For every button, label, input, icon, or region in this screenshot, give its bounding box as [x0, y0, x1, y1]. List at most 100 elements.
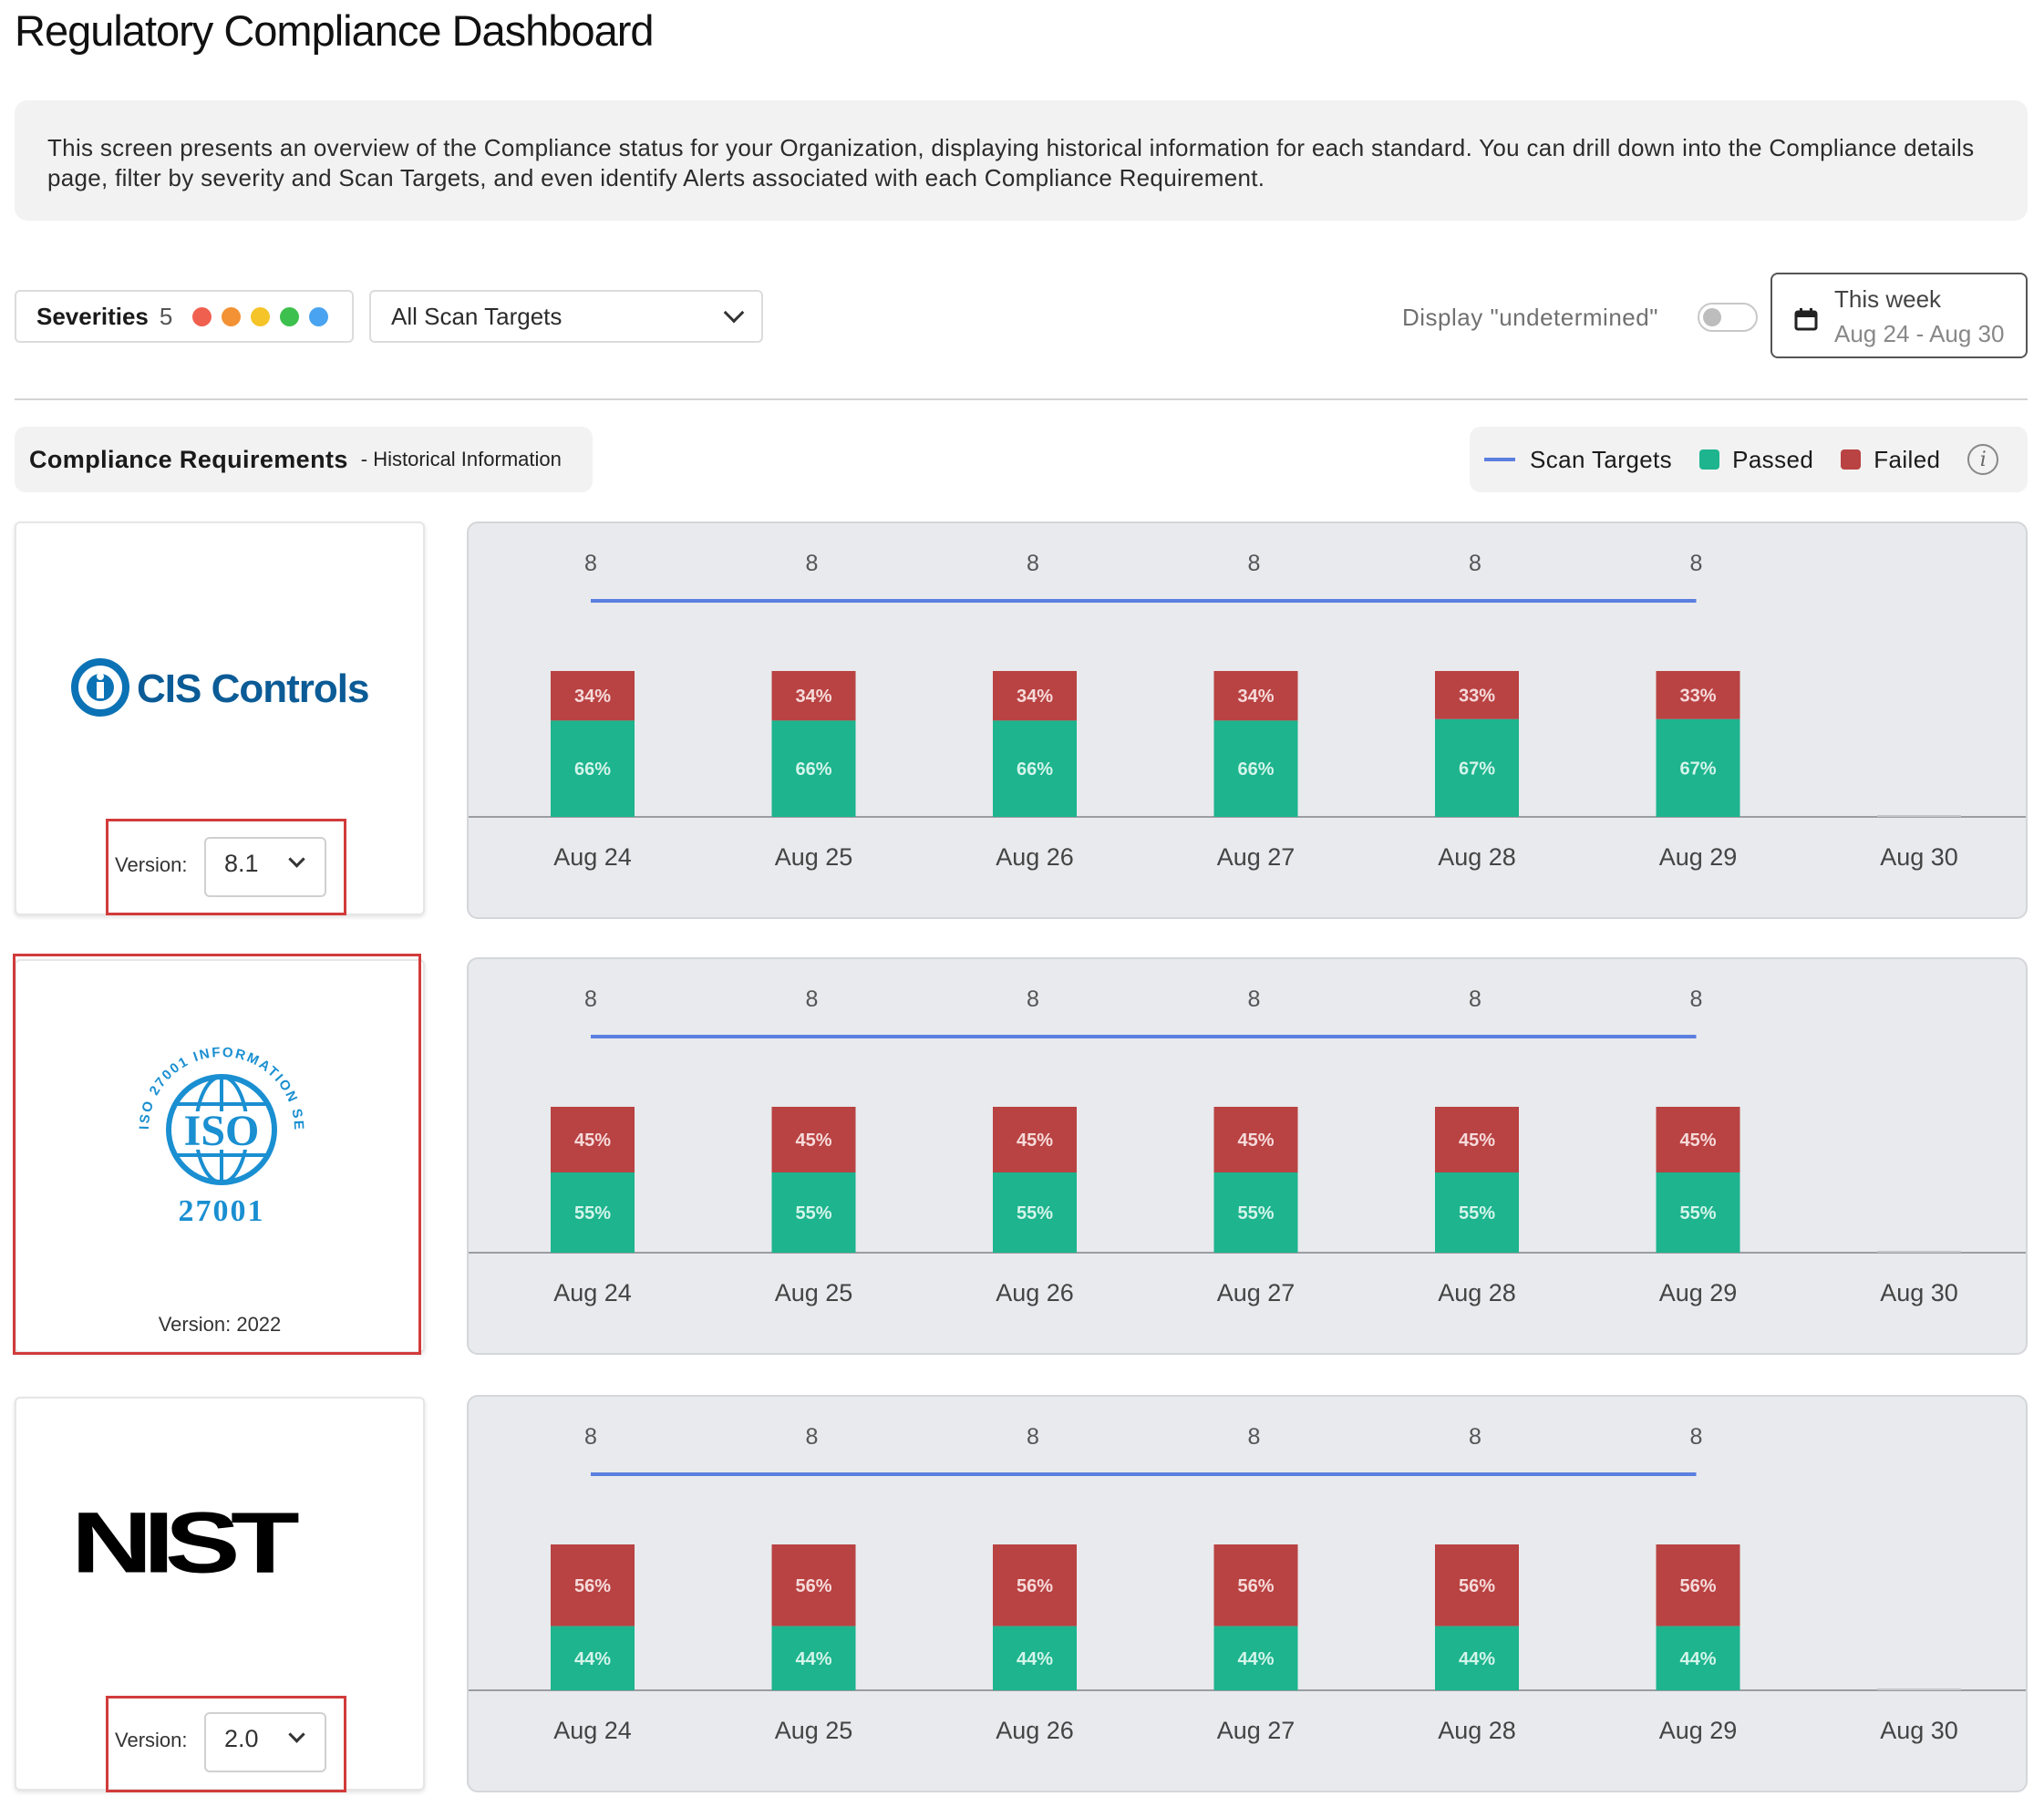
passed-label: 55%: [574, 1203, 611, 1224]
passed-bar[interactable]: [1435, 1626, 1519, 1690]
failed-label: 56%: [795, 1576, 831, 1596]
version-select[interactable]: 8.1: [204, 837, 326, 897]
passed-bar[interactable]: [771, 1172, 856, 1253]
legend-failed: Failed: [1841, 446, 1940, 474]
failed-bar[interactable]: [771, 1107, 856, 1172]
passed-bar[interactable]: [1213, 720, 1298, 817]
scan-target-count: 8: [806, 986, 819, 1012]
failed-label: 56%: [1459, 1576, 1495, 1596]
x-tick-label: Aug 28: [1438, 1717, 1516, 1744]
passed-bar[interactable]: [993, 1626, 1077, 1690]
failed-bar[interactable]: [551, 1544, 635, 1626]
scan-target-count: 8: [1248, 551, 1261, 576]
chart-legend: Scan Targets Passed Failed i: [1470, 427, 2028, 492]
standard-card-nist[interactable]: NIST Version: 2.0: [15, 1397, 425, 1792]
standard-card-cis[interactable]: CIS Controls Version: 8.1: [15, 521, 425, 915]
failed-bar[interactable]: [771, 1544, 856, 1626]
passed-bar[interactable]: [993, 720, 1077, 817]
passed-label: 55%: [1017, 1203, 1053, 1224]
scan-target-count: 8: [806, 1424, 819, 1450]
date-range-button[interactable]: This week Aug 24 - Aug 30: [1770, 273, 2028, 358]
failed-bar[interactable]: [1656, 671, 1740, 719]
toggle-knob: [1703, 308, 1721, 326]
failed-bar[interactable]: [1435, 671, 1519, 719]
passed-bar[interactable]: [771, 720, 856, 817]
failed-label: 45%: [1017, 1131, 1053, 1151]
card-highlight: [13, 954, 421, 1355]
failed-label: 56%: [1237, 1576, 1274, 1596]
failed-bar[interactable]: [993, 1107, 1077, 1172]
passed-bar[interactable]: [771, 1626, 856, 1690]
failed-label: 45%: [1459, 1131, 1495, 1151]
failed-bar[interactable]: [1656, 1544, 1740, 1626]
severity-dots: [192, 306, 338, 326]
failed-bar[interactable]: [771, 671, 856, 721]
severities-filter[interactable]: Severities 5: [15, 290, 354, 343]
scan-target-count: 8: [584, 1424, 597, 1450]
undetermined-toggle[interactable]: [1698, 303, 1758, 332]
scan-targets-select[interactable]: All Scan Targets: [369, 290, 763, 343]
passed-bar[interactable]: [1656, 718, 1740, 817]
passed-bar[interactable]: [1213, 1172, 1298, 1253]
passed-bar[interactable]: [551, 1172, 635, 1253]
failed-bar[interactable]: [1656, 1107, 1740, 1172]
intro-panel: This screen presents an overview of the …: [15, 100, 2028, 221]
passed-bar[interactable]: [551, 1626, 635, 1690]
cis-controls-logo: CIS Controls: [71, 658, 369, 717]
scan-target-count: 8: [806, 551, 819, 576]
failed-bar[interactable]: [1435, 1544, 1519, 1626]
date-range-value: Aug 24 - Aug 30: [1834, 320, 2005, 347]
standard-card-iso[interactable]: ISO 27001 INFORMATION SECURITY ISO 27001…: [15, 959, 425, 1353]
passed-label: 66%: [1017, 759, 1053, 780]
passed-bar[interactable]: [1435, 718, 1519, 817]
failed-label: 45%: [1237, 1131, 1274, 1151]
passed-bar[interactable]: [1213, 1626, 1298, 1690]
chevron-down-icon: [723, 302, 745, 324]
section-title: Compliance Requirements: [29, 445, 348, 473]
passed-label: 66%: [574, 759, 611, 780]
undetermined-label: Display "undetermined": [1402, 304, 1658, 331]
x-tick-label: Aug 28: [1438, 843, 1516, 871]
scan-target-count: 8: [1469, 551, 1481, 576]
chart-svg: 8 45% 55% Aug 24 8 45% 55% Aug 25 8 45% 55% Aug 26 8…: [469, 986, 2026, 1306]
legend-line-swatch: [1484, 458, 1515, 461]
failed-bar[interactable]: [993, 1544, 1077, 1626]
nist-logo-text: NIST: [71, 1508, 299, 1591]
failed-bar[interactable]: [551, 671, 635, 721]
x-tick-label: Aug 24: [553, 1279, 632, 1306]
iso-number-text: 27001: [179, 1194, 265, 1228]
version-select[interactable]: 2.0: [204, 1712, 326, 1772]
version-label: Version:: [115, 853, 188, 876]
passed-bar[interactable]: [551, 720, 635, 817]
failed-bar[interactable]: [1213, 671, 1298, 721]
version-highlight: [106, 819, 346, 915]
x-tick-label: Aug 29: [1659, 1717, 1738, 1744]
failed-label: 34%: [574, 687, 611, 707]
compliance-chart-iso: 8 45% 55% Aug 24 8 45% 55% Aug 25 8 45% 55% Aug 26 8…: [467, 957, 2028, 1355]
passed-bar[interactable]: [993, 1172, 1077, 1253]
severity-dot: [192, 306, 212, 326]
intro-text: This screen presents an overview of the …: [47, 134, 1975, 191]
severity-dot: [309, 306, 329, 326]
failed-bar[interactable]: [551, 1107, 635, 1172]
passed-bar[interactable]: [1656, 1172, 1740, 1253]
scan-target-count: 8: [1690, 551, 1703, 576]
failed-bar[interactable]: [1213, 1544, 1298, 1626]
severity-dot: [251, 306, 271, 326]
compliance-chart-cis: 8 34% 66% Aug 24 8 34% 66% Aug 25 8 34% 66% Aug 26 8…: [467, 521, 2028, 919]
passed-bar[interactable]: [1435, 1172, 1519, 1253]
scan-target-count: 8: [1027, 986, 1039, 1012]
failed-label: 56%: [1679, 1576, 1716, 1596]
nist-logo: NIST: [71, 1508, 309, 1591]
x-tick-label: Aug 29: [1659, 843, 1738, 871]
info-icon[interactable]: i: [1967, 444, 1999, 475]
failed-bar[interactable]: [1213, 1107, 1298, 1172]
failed-bar[interactable]: [993, 671, 1077, 721]
failed-bar[interactable]: [1435, 1107, 1519, 1172]
severity-dot: [280, 306, 300, 326]
legend-passed: Passed: [1699, 446, 1813, 474]
passed-label: 66%: [1237, 759, 1274, 780]
version-value: 8.1: [224, 850, 259, 877]
passed-bar[interactable]: [1656, 1626, 1740, 1690]
failed-label: 56%: [574, 1576, 611, 1596]
